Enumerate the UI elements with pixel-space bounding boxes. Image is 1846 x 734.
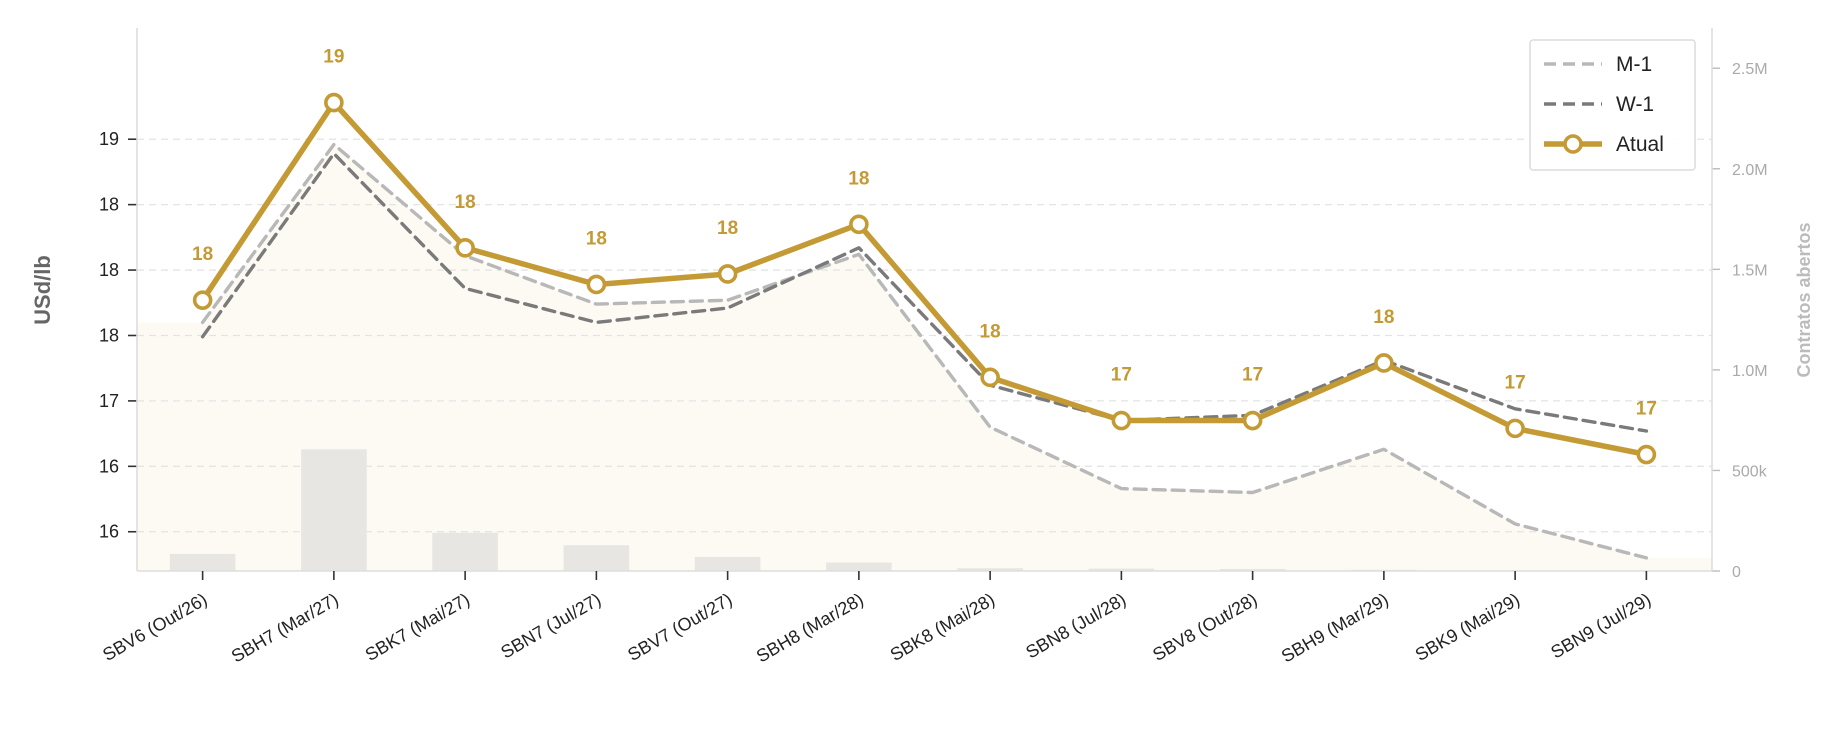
data-point-atual <box>455 238 475 258</box>
y-tick-label: 18 <box>99 195 119 215</box>
volume-bar <box>169 553 236 571</box>
x-tick-label: SBK7 (Mai/27) <box>362 589 473 665</box>
x-tick-label: SBN7 (Jul/27) <box>497 589 604 662</box>
data-point-atual <box>980 367 1000 388</box>
data-label: 18 <box>192 244 213 265</box>
data-point-atual <box>1374 353 1394 373</box>
data-point-atual <box>717 264 738 284</box>
volume-bar <box>957 568 1023 571</box>
y2-tick-label: 500k <box>1732 463 1768 480</box>
data-point-atual <box>1505 418 1525 439</box>
volume-bar <box>301 449 367 571</box>
volume-bar <box>826 562 892 571</box>
series-line-atual <box>199 99 1650 458</box>
x-tick-label: SBV7 (Out/27) <box>624 589 735 665</box>
data-label: 19 <box>323 47 344 68</box>
volume-bar <box>1219 568 1286 571</box>
volume-bar <box>563 545 630 571</box>
data-label: 17 <box>1505 372 1526 393</box>
legend-label: Atual <box>1616 133 1664 156</box>
data-label: 17 <box>1111 365 1132 386</box>
y-tick-label: 18 <box>99 260 119 280</box>
data-label: 18 <box>455 192 476 213</box>
data-point-atual <box>324 92 344 113</box>
y-tick-label: 18 <box>99 325 119 345</box>
volume-bar <box>694 556 761 571</box>
x-tick-label: SBH7 (Mar/27) <box>228 589 342 666</box>
data-point-atual <box>1636 444 1657 465</box>
x-tick-label: SBH9 (Mar/29) <box>1278 589 1392 666</box>
x-tick-label: SBN8 (Jul/28) <box>1022 589 1129 662</box>
x-tick-label: SBV8 (Out/28) <box>1149 589 1260 665</box>
y2-tick-label: 2.0M <box>1732 162 1768 179</box>
series-line-m-1 <box>200 142 1649 560</box>
data-point-atual <box>849 214 869 235</box>
data-label: 18 <box>980 321 1001 342</box>
data-label: 18 <box>1373 307 1394 328</box>
x-tick-label: SBK8 (Mai/28) <box>887 589 998 665</box>
volume-bar <box>432 532 498 571</box>
data-point-atual <box>586 274 607 295</box>
data-point-atual <box>1111 410 1132 431</box>
legend-label: M-1 <box>1616 53 1652 76</box>
series-line-w-1 <box>200 151 1649 433</box>
data-label: 18 <box>848 168 869 189</box>
x-tick-label: SBK9 (Mai/29) <box>1412 589 1523 665</box>
legend-label: W-1 <box>1616 93 1654 116</box>
y2-axis-title: Contratos abertos <box>1794 222 1814 377</box>
background-area <box>137 144 1712 571</box>
y2-tick-label: 1.5M <box>1732 262 1768 279</box>
data-point-atual <box>1242 410 1263 431</box>
x-tick-label: SBV6 (Out/26) <box>99 589 210 665</box>
y-axis-title: USd/lb <box>30 255 55 325</box>
data-label: 18 <box>586 228 607 249</box>
y2-tick-label: 0 <box>1732 564 1741 581</box>
legend-marker <box>1563 134 1583 154</box>
data-label: 18 <box>717 218 738 239</box>
y2-tick-label: 2.5M <box>1732 61 1768 78</box>
x-tick-label: SBN9 (Jul/29) <box>1547 589 1654 662</box>
x-tick-label: SBH8 (Mar/28) <box>753 589 867 666</box>
y-tick-label: 16 <box>99 456 119 476</box>
y-tick-label: 19 <box>99 129 119 149</box>
data-point-atual <box>192 290 213 310</box>
y-tick-label: 16 <box>99 522 119 542</box>
y2-tick-label: 1.0M <box>1732 363 1768 380</box>
data-label: 17 <box>1636 399 1657 420</box>
data-label: 17 <box>1242 365 1263 386</box>
y-tick-label: 17 <box>99 391 119 411</box>
volume-bar <box>1088 568 1155 571</box>
